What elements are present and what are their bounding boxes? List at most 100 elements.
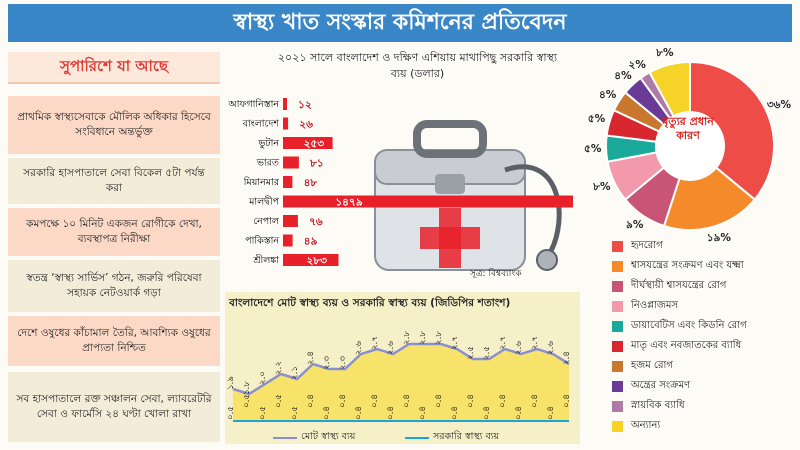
- bar: [283, 195, 573, 208]
- bar-chart-source: সূত্র: বিশ্বব্যাংক: [470, 269, 522, 279]
- government-data-label: ০.৪: [434, 394, 444, 408]
- bar-category-label: পাকিস্তান: [245, 235, 280, 247]
- legend-swatch: [612, 381, 623, 392]
- government-data-label: ০.৫: [274, 394, 284, 408]
- government-data-label: ০.৪: [402, 394, 412, 408]
- total-data-label: ২.৫: [482, 346, 492, 360]
- legend-swatch: [273, 436, 297, 439]
- total-data-label: ২.৭: [530, 336, 540, 350]
- bar: [283, 254, 339, 266]
- bar-chart-title: ২০২১ সালে বাংলাদেশ ও দক্ষিণ এশিয়ায় মাথ…: [277, 51, 558, 80]
- bar-chart: আফগানিস্তান ১২ বাংলাদেশ ২৬ ভুটান ২৫৩ ভারত ৮১ মিয…: [227, 98, 573, 267]
- cause-label: স্নায়বিক ব্যাধি: [631, 400, 685, 411]
- cause-label: শ্বাসযন্ত্রের সংক্রমণ এবং যক্ষ্মা: [631, 260, 744, 271]
- donut-percent-label: ৯%: [626, 219, 644, 232]
- total-data-label: ২.৩: [338, 356, 348, 370]
- cause-label: দীর্ঘস্থায়ী শ্বাসযন্ত্রের রোগ: [631, 280, 727, 291]
- cause-label: অন্ত্রের সংক্রমণ: [631, 380, 691, 391]
- bar-category-label: আফগানিস্তান: [227, 98, 280, 110]
- total-data-label: ২.৬: [354, 341, 364, 355]
- total-data-label: ২.৮: [434, 331, 444, 345]
- bar-category-label: ভারত: [256, 158, 280, 169]
- bar: [283, 98, 287, 110]
- government-data-label: ০.৪: [530, 394, 540, 408]
- cause-legend-item: ডায়াবেটিস এবং কিডনি রোগ: [612, 318, 747, 335]
- total-data-label: ১.৯: [226, 376, 236, 390]
- government-data-label: ০.৪: [514, 406, 524, 420]
- total-data-label: ২.৬: [546, 341, 556, 355]
- donut-slice: [662, 166, 757, 231]
- legend-label: সরকারি স্বাস্থ্য ব্যয়: [433, 431, 500, 442]
- total-data-label: ১.৮: [242, 381, 252, 395]
- total-data-label: ২.৫: [466, 346, 476, 360]
- bar-category-label: ভুটান: [257, 136, 280, 149]
- government-data-label: ০.৪: [482, 406, 492, 420]
- total-data-label: ২.২: [274, 361, 284, 375]
- page-title: স্বাস্থ্য খাত সংস্কার কমিশনের প্রতিবেদন: [8, 4, 792, 42]
- total-data-label: ২.৪: [562, 351, 572, 365]
- legend-swatch: [612, 281, 623, 292]
- line-chart-title: বাংলাদেশে মোট স্বাস্থ্য ব্যয় ও সরকারি স…: [229, 297, 511, 309]
- donut-hole: [657, 113, 723, 179]
- total-data-label: ২.৮: [402, 331, 412, 345]
- donut-percent-label: ৪%: [614, 70, 632, 83]
- government-data-label: ০.৪: [418, 406, 428, 420]
- total-data-label: ২.৭: [498, 336, 508, 350]
- bar: [283, 156, 299, 169]
- cause-label: মাতৃ এবং নবজাতকের ব্যাধি: [631, 340, 742, 351]
- donut-slice: [648, 60, 691, 118]
- bar: [283, 176, 293, 188]
- bar: [283, 117, 289, 130]
- donut-percent-label: ৮%: [593, 180, 611, 193]
- bar-value-label: ৮১: [309, 158, 324, 170]
- recommendation-item: স্বতন্ত্র ‘স্বাস্থ্য সার্ভিস’ গঠন, জরুরি…: [8, 260, 220, 312]
- cause-legend-item: হজম রোগ: [612, 358, 673, 375]
- legend-swatch: [405, 436, 429, 439]
- government-data-label: ০.৪: [354, 406, 364, 420]
- donut-percent-label: ১৯%: [706, 232, 731, 245]
- bar-category-label: বাংলাদেশ: [242, 119, 281, 130]
- donut-percent-label: ২%: [628, 58, 646, 71]
- government-data-label: ০.৫: [290, 406, 300, 420]
- total-data-label: ২.৮: [418, 331, 428, 345]
- recommendations-title: সুপারিশে যা আছে: [8, 52, 220, 84]
- government-data-label: ০.৪: [562, 394, 572, 408]
- cause-legend-item: অন্ত্রের সংক্রমণ: [612, 378, 690, 395]
- cause-label: হজম রোগ: [631, 360, 673, 371]
- legend-swatch: [612, 261, 623, 272]
- recommendation-item: কমপক্ষে ১০ মিনিট একজন রোগীকে দেখা, ব্যবস…: [8, 208, 220, 256]
- government-data-label: ০.৪: [306, 394, 316, 408]
- cause-legend-item: হৃদরোগ: [612, 238, 663, 255]
- bar-value-label: ১২: [298, 99, 312, 111]
- donut-percent-label: ৪%: [598, 88, 617, 101]
- legend-swatch: [612, 241, 623, 252]
- government-data-label: ০.৪: [386, 406, 396, 420]
- recommendation-item: প্রাথমিক স্বাস্থ্যসেবাকে মৌলিক অধিকার হি…: [8, 96, 220, 154]
- total-data-label: ২.৩: [322, 356, 332, 370]
- bar-category-label: মালদ্বীপ: [248, 195, 279, 208]
- bar-category-label: নেপাল: [253, 216, 280, 227]
- bar-value-label: ৭৬: [309, 216, 324, 228]
- legend-swatch: [612, 361, 623, 372]
- donut-percent-label: ৫%: [587, 113, 606, 126]
- bar-value-label: ৪৮: [304, 177, 319, 189]
- total-data-label: ২.৪: [306, 351, 316, 365]
- government-data-label: ০.৪: [498, 394, 508, 408]
- bar-category-label: মিয়ানমার: [243, 176, 280, 188]
- legend-swatch: [612, 341, 623, 352]
- legend-swatch: [612, 421, 623, 432]
- medical-kit-illustration: [374, 120, 562, 271]
- cause-label: নিওপ্লাজমস: [631, 300, 679, 311]
- bar-category-label: শ্রীলঙ্কা: [252, 253, 280, 266]
- legend-government: সরকারি স্বাস্থ্য ব্যয়: [405, 430, 499, 445]
- bar-value-label: ২৬: [299, 119, 314, 131]
- cause-label: হৃদরোগ: [631, 240, 663, 251]
- cause-legend-item: দীর্ঘস্থায়ী শ্বাসযন্ত্রের রোগ: [612, 278, 726, 295]
- series-line-total: [232, 342, 570, 396]
- donut-percent-label: ৩৬%: [766, 99, 792, 112]
- bar: [283, 234, 293, 247]
- cause-legend-item: মাতৃ এবং নবজাতকের ব্যাধি: [612, 338, 741, 355]
- line-chart: ১.৯ ১.৮ ২.০ ২.২ ২.১ ২.৪ ২.৩ ২.৩ ২.৬ ২.৭ ২.৬ ২.৮ ২.৮ ২…: [226, 331, 572, 422]
- bar-value-label: ২৫৩: [304, 138, 325, 150]
- donut-slice: [689, 60, 775, 201]
